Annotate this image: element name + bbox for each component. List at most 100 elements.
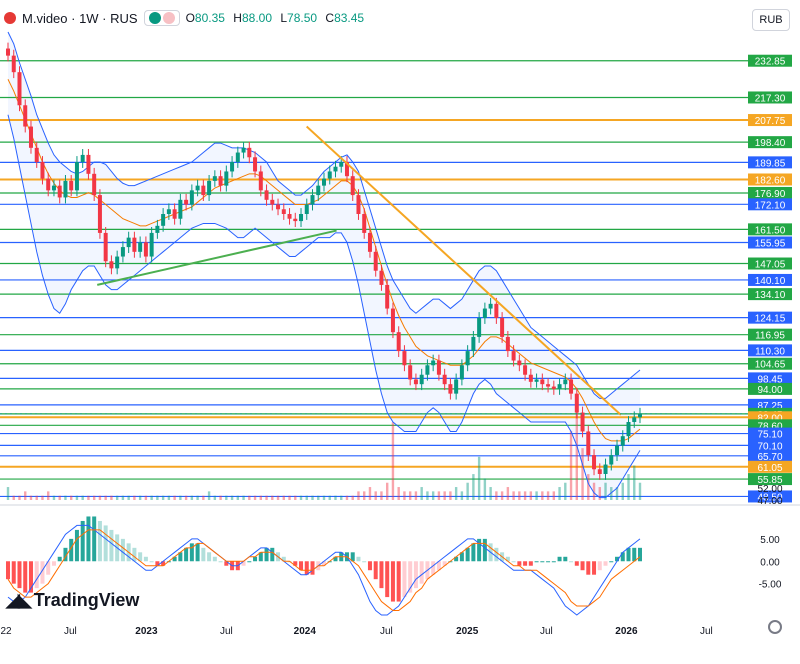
volume-bar (70, 495, 73, 500)
volume-bar (92, 495, 96, 500)
macd-histogram-bar (408, 561, 413, 593)
bollinger-band-fill (8, 32, 640, 498)
macd-histogram-bar (563, 556, 568, 562)
candle-body (454, 379, 459, 394)
volume-bar (472, 474, 475, 500)
candle-body (592, 455, 597, 470)
macd-histogram-bar (396, 561, 401, 602)
volume-bar (184, 495, 188, 500)
volume-bar (587, 474, 590, 500)
price-level-label: 55.85 (757, 475, 782, 486)
ohlc-high-key: H (233, 11, 242, 25)
macd-histogram-bar (477, 538, 482, 562)
macd-histogram-bar (46, 561, 51, 575)
volume-bar (6, 487, 10, 500)
price-level-label: 176.90 (755, 189, 786, 200)
macd-histogram-bar (80, 520, 85, 562)
volume-bar (52, 495, 56, 500)
volume-bar (437, 491, 441, 500)
candle-body (161, 214, 166, 226)
macd-histogram-bar (109, 529, 114, 562)
price-level-tag (748, 311, 792, 324)
macd-histogram-bar (132, 547, 137, 562)
macd-histogram-bar (40, 561, 45, 584)
candle-body (253, 157, 258, 172)
volume-bar (207, 491, 211, 500)
macd-histogram-bar (574, 561, 579, 566)
price-level-label: 155.95 (755, 238, 786, 249)
price-level-tag (748, 257, 792, 270)
macd-histogram-bar (201, 547, 206, 562)
candle-body (97, 195, 102, 233)
volume-bar (138, 495, 142, 500)
macd-histogram-bar (207, 552, 212, 562)
candle-body (126, 237, 131, 248)
macd-histogram-bar (103, 525, 108, 562)
ohlc-open-key: O (185, 11, 195, 25)
candle-body (17, 72, 22, 106)
macd-histogram-bar (373, 561, 378, 580)
volume-bar (460, 491, 464, 500)
candle-body (431, 360, 436, 366)
symbol-title[interactable]: M.video · 1W · RUS (22, 10, 138, 26)
macd-histogram-bar (494, 547, 499, 562)
volume-bar (156, 495, 159, 500)
candle-body (138, 242, 143, 252)
candle-body (51, 185, 56, 191)
candle-body (465, 351, 470, 366)
macd-histogram-bar (528, 561, 533, 566)
price-level-label: 98.45 (757, 374, 782, 385)
candle-body (471, 336, 476, 352)
ohlc-high-value: 88.00 (241, 11, 272, 25)
volume-bar (98, 495, 102, 500)
candle-body (638, 413, 642, 418)
currency-selector[interactable]: RUB (752, 9, 790, 31)
candle-body (344, 162, 349, 177)
candle-body (322, 178, 326, 186)
volume-bar (190, 495, 194, 500)
price-level-label: 217.30 (755, 93, 786, 104)
macd-histogram-bar (310, 561, 315, 575)
candle-body (408, 365, 413, 380)
macd-histogram-bar (534, 561, 539, 563)
candle-body (413, 379, 418, 385)
status-pill[interactable] (143, 10, 180, 26)
volume-bar (328, 495, 331, 500)
tradingview-logo[interactable]: ◢◣ TradingView (6, 590, 139, 611)
macd-histogram-bar (189, 543, 194, 562)
price-level-label: 104.65 (755, 360, 786, 371)
price-level-tag (748, 344, 792, 357)
macd-histogram-bar (333, 556, 338, 562)
candle-body (143, 242, 148, 257)
price-level-tag (748, 156, 792, 169)
macd-histogram-bar (350, 552, 355, 562)
volume-bar (621, 482, 624, 500)
price-level-label: 232.85 (755, 57, 786, 68)
volume-bar (633, 465, 636, 500)
candle-body (230, 162, 235, 172)
price-level-label: 65.70 (757, 452, 782, 463)
volume-bar (443, 491, 446, 500)
candle-body (442, 374, 447, 385)
volume-bar (431, 491, 435, 500)
settings-icon[interactable] (768, 620, 782, 634)
candle-body (350, 176, 355, 196)
candle-body (178, 199, 183, 219)
volume-bar (357, 491, 360, 500)
candle-body (356, 195, 361, 214)
time-axis-tick: Jul (540, 626, 553, 637)
volume-bar (564, 482, 567, 500)
volume-bar (202, 495, 205, 500)
macd-histogram-bar (299, 561, 304, 571)
candle-body (293, 218, 298, 222)
candle-body (224, 171, 229, 186)
volume-bar (403, 491, 406, 500)
volume-bar (276, 495, 280, 500)
candle-body (281, 209, 286, 214)
macd-histogram-bar (580, 561, 585, 571)
volume-bar (523, 491, 527, 500)
volume-bar (581, 448, 584, 500)
candle-body (569, 379, 574, 394)
candle-body (586, 431, 591, 456)
